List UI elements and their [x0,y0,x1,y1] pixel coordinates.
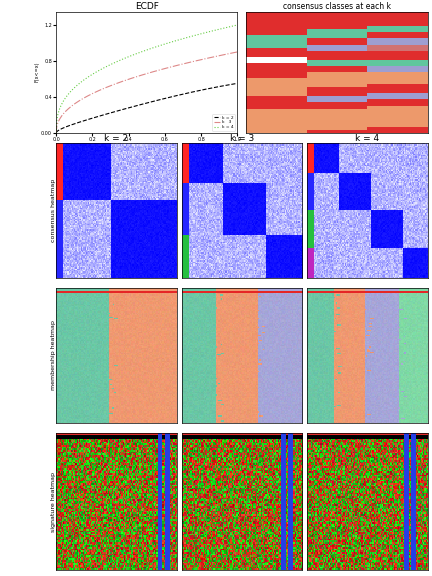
X-axis label: consensus value [x]: consensus value [x] [123,143,171,148]
Title: k = 4: k = 4 [355,134,379,142]
Y-axis label: F(x<=x): F(x<=x) [35,62,40,82]
Title: consensus classes at each k: consensus classes at each k [283,2,391,11]
Title: k = 2: k = 2 [105,134,129,142]
Legend: k = 2, k   3, k = 4: k = 2, k 3, k = 4 [213,114,235,131]
Title: k = 3: k = 3 [230,134,254,142]
Title: ECDF: ECDF [135,2,159,11]
Y-axis label: signature heatmap: signature heatmap [51,472,56,532]
Y-axis label: consensus heatmap: consensus heatmap [51,179,56,242]
Y-axis label: membership heatmap: membership heatmap [51,320,56,391]
